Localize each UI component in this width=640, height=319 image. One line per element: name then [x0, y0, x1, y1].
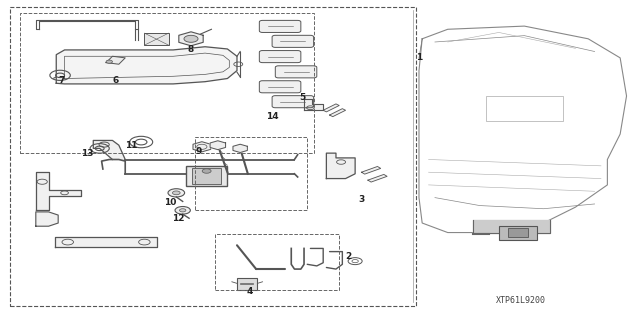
Polygon shape	[210, 141, 225, 150]
Circle shape	[168, 189, 184, 197]
Bar	[20, 13, 314, 153]
Polygon shape	[36, 212, 58, 226]
Circle shape	[173, 191, 180, 195]
Polygon shape	[193, 142, 211, 152]
Bar	[145, 33, 169, 45]
Polygon shape	[362, 167, 381, 174]
Bar	[192, 168, 221, 184]
Text: 1: 1	[416, 53, 422, 62]
FancyBboxPatch shape	[275, 66, 317, 78]
Bar	[508, 228, 527, 237]
FancyBboxPatch shape	[272, 96, 314, 108]
Text: 12: 12	[172, 214, 184, 223]
Bar	[237, 278, 257, 290]
Bar	[195, 137, 307, 210]
Text: 10: 10	[164, 198, 176, 207]
Text: 9: 9	[195, 147, 202, 156]
Circle shape	[179, 209, 186, 212]
FancyBboxPatch shape	[272, 35, 314, 48]
Text: 11: 11	[125, 141, 138, 150]
Text: 4: 4	[246, 287, 253, 296]
Text: 6: 6	[113, 76, 119, 85]
Circle shape	[175, 206, 190, 214]
Circle shape	[184, 35, 198, 42]
Polygon shape	[473, 220, 550, 233]
Bar	[214, 234, 339, 290]
Polygon shape	[56, 47, 237, 84]
Polygon shape	[368, 174, 387, 182]
Text: 14: 14	[266, 112, 278, 121]
Polygon shape	[233, 144, 248, 152]
Polygon shape	[36, 172, 81, 210]
Circle shape	[202, 169, 211, 173]
Polygon shape	[326, 153, 355, 179]
Circle shape	[106, 60, 113, 63]
Text: 7: 7	[58, 76, 65, 85]
Polygon shape	[323, 104, 339, 112]
Bar	[186, 166, 227, 187]
Bar	[10, 7, 416, 306]
Polygon shape	[179, 32, 203, 46]
Text: 5: 5	[299, 93, 305, 102]
Polygon shape	[304, 99, 323, 110]
Text: XTP61L9200: XTP61L9200	[496, 296, 546, 305]
FancyBboxPatch shape	[259, 50, 301, 63]
FancyBboxPatch shape	[259, 81, 301, 93]
Text: 13: 13	[81, 149, 93, 158]
Polygon shape	[93, 140, 125, 160]
Polygon shape	[330, 109, 346, 117]
Polygon shape	[106, 56, 125, 64]
Text: 3: 3	[358, 195, 365, 204]
FancyBboxPatch shape	[259, 20, 301, 33]
Bar	[499, 226, 537, 241]
Bar	[486, 96, 563, 122]
Polygon shape	[55, 237, 157, 247]
Text: 8: 8	[188, 45, 194, 55]
Text: 2: 2	[346, 252, 352, 261]
